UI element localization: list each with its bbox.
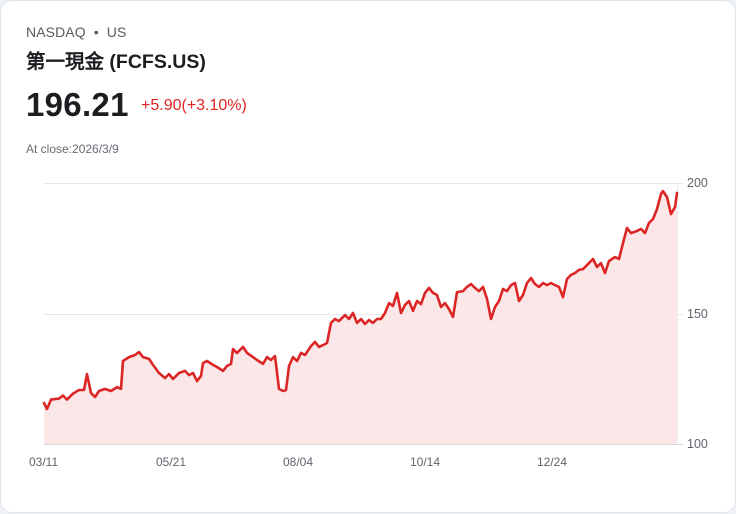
y-axis-labels: 200 150 100 [687, 176, 708, 451]
exchange-name: NASDAQ [26, 24, 86, 40]
y-tick-200: 200 [687, 176, 708, 190]
stock-title: 第一現金 (FCFS.US) [26, 51, 206, 73]
separator-dot: • [93, 24, 99, 40]
x-tick-0311: 03/11 [29, 455, 58, 469]
y-tick-150: 150 [687, 307, 708, 321]
current-price: 196.21 [26, 86, 129, 123]
x-tick-1224: 12/24 [537, 455, 567, 469]
price-area-fill [44, 191, 677, 444]
price-line [42, 189, 679, 411]
price-change: +5.90(+3.10%) [141, 97, 247, 114]
exchange-label: NASDAQ • US [26, 24, 126, 40]
x-tick-0804: 08/04 [283, 455, 313, 469]
x-tick-1014: 10/14 [410, 455, 440, 469]
market-name: US [106, 24, 127, 40]
x-tick-0521: 05/21 [156, 455, 186, 469]
x-axis-labels: 03/11 05/21 08/04 10/14 12/24 [29, 455, 567, 469]
close-timestamp: At close:2026/3/9 [26, 142, 119, 156]
y-tick-100: 100 [687, 437, 708, 451]
